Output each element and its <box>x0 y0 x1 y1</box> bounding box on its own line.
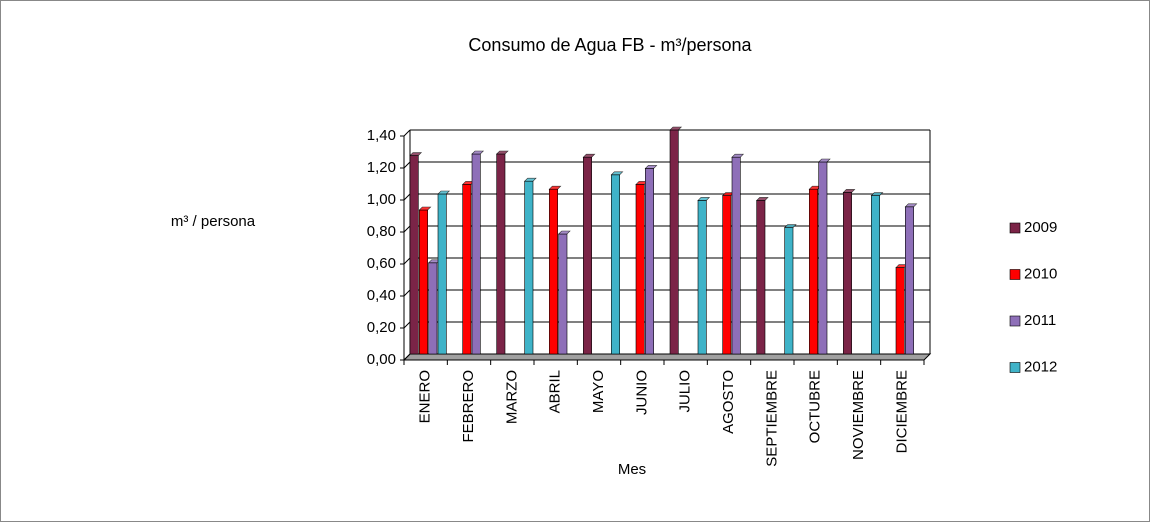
bar <box>437 193 447 355</box>
bar-top <box>669 126 683 131</box>
y-tick-label: 1,40 <box>367 127 396 144</box>
y-tick-label: 0,40 <box>367 287 396 304</box>
bar <box>409 155 419 355</box>
y-axis-label: m³ / persona <box>171 213 256 230</box>
bar-top <box>418 206 432 211</box>
bar <box>722 195 732 355</box>
bar <box>871 195 880 355</box>
x-tick-label: FEBRERO <box>460 370 477 443</box>
x-tick-label: DICIEMBRE <box>893 370 910 453</box>
grid-line <box>403 353 411 361</box>
y-tick-label: 0,20 <box>367 319 396 336</box>
bar <box>611 174 620 355</box>
bar-top <box>697 197 711 201</box>
x-axis-label: Mes <box>618 461 646 478</box>
bar-top <box>870 192 884 196</box>
y-tick-label: 0,00 <box>367 351 396 368</box>
bar-top <box>610 171 624 176</box>
floor <box>402 353 932 361</box>
x-tick-label: MAYO <box>590 370 607 413</box>
bar <box>471 153 481 355</box>
bar-top <box>523 177 537 182</box>
bar <box>583 156 592 355</box>
bar <box>669 129 679 355</box>
bar-top <box>582 153 596 158</box>
bar-top <box>904 203 918 208</box>
bar <box>558 233 568 355</box>
legend-swatch <box>1009 362 1021 373</box>
grid-line <box>403 289 411 297</box>
bar <box>645 168 654 355</box>
bar <box>524 180 534 355</box>
bar-top <box>731 153 745 158</box>
grid-line <box>403 321 411 329</box>
grid-line <box>403 129 411 137</box>
legend-label: 2011 <box>1024 312 1056 329</box>
y-tick-label: 0,60 <box>367 255 396 272</box>
x-tick-label: JULIO <box>677 370 694 413</box>
grid-line <box>403 257 411 265</box>
bar <box>843 192 852 355</box>
bar-top <box>817 158 831 163</box>
y-tick-label: 1,20 <box>367 159 396 176</box>
legend-label: 2010 <box>1024 265 1057 282</box>
x-tick-label: ENERO <box>417 370 434 423</box>
legend-swatch <box>1009 315 1021 327</box>
bar <box>496 153 506 355</box>
legend-label: 2009 <box>1024 219 1057 236</box>
y-tick-label: 0,80 <box>367 223 396 240</box>
x-tick-label: NOVIEMBRE <box>850 370 867 460</box>
x-tick-label: JUNIO <box>633 370 650 415</box>
bar-top <box>437 190 451 195</box>
bar-top <box>783 224 797 228</box>
bar <box>549 188 558 355</box>
bar <box>784 227 794 355</box>
bar <box>756 200 766 355</box>
legend-swatch <box>1009 269 1021 280</box>
bar-top <box>644 165 658 169</box>
x-tick-label: OCTUBRE <box>807 370 824 443</box>
bar <box>419 209 428 355</box>
grid-line <box>403 193 411 201</box>
legend-label: 2012 <box>1024 358 1057 375</box>
legend-swatch <box>1009 222 1021 234</box>
bar-top <box>755 197 769 201</box>
x-tick-label: SEPTIEMBRE <box>763 370 780 467</box>
bar <box>809 188 818 355</box>
grid-line <box>403 225 411 233</box>
bar <box>818 161 828 355</box>
x-tick-label: AGOSTO <box>720 370 737 434</box>
bar-top <box>557 230 571 235</box>
bar <box>905 206 914 355</box>
bar <box>462 184 472 355</box>
bar <box>697 200 707 355</box>
bar-top <box>409 152 423 156</box>
chart-title: Consumo de Agua FB - m³/persona <box>468 35 752 55</box>
bar <box>895 267 905 355</box>
x-tick-label: MARZO <box>503 370 520 424</box>
x-tick-label: ABRIL <box>547 370 564 413</box>
bar-top <box>842 189 856 193</box>
bar-top <box>471 150 485 155</box>
bar-top <box>495 150 509 155</box>
bar <box>635 184 645 355</box>
bar <box>428 262 438 355</box>
bar-top <box>548 185 562 190</box>
bar <box>731 156 741 355</box>
grid-line <box>403 161 411 169</box>
y-tick-label: 1,00 <box>367 191 396 208</box>
